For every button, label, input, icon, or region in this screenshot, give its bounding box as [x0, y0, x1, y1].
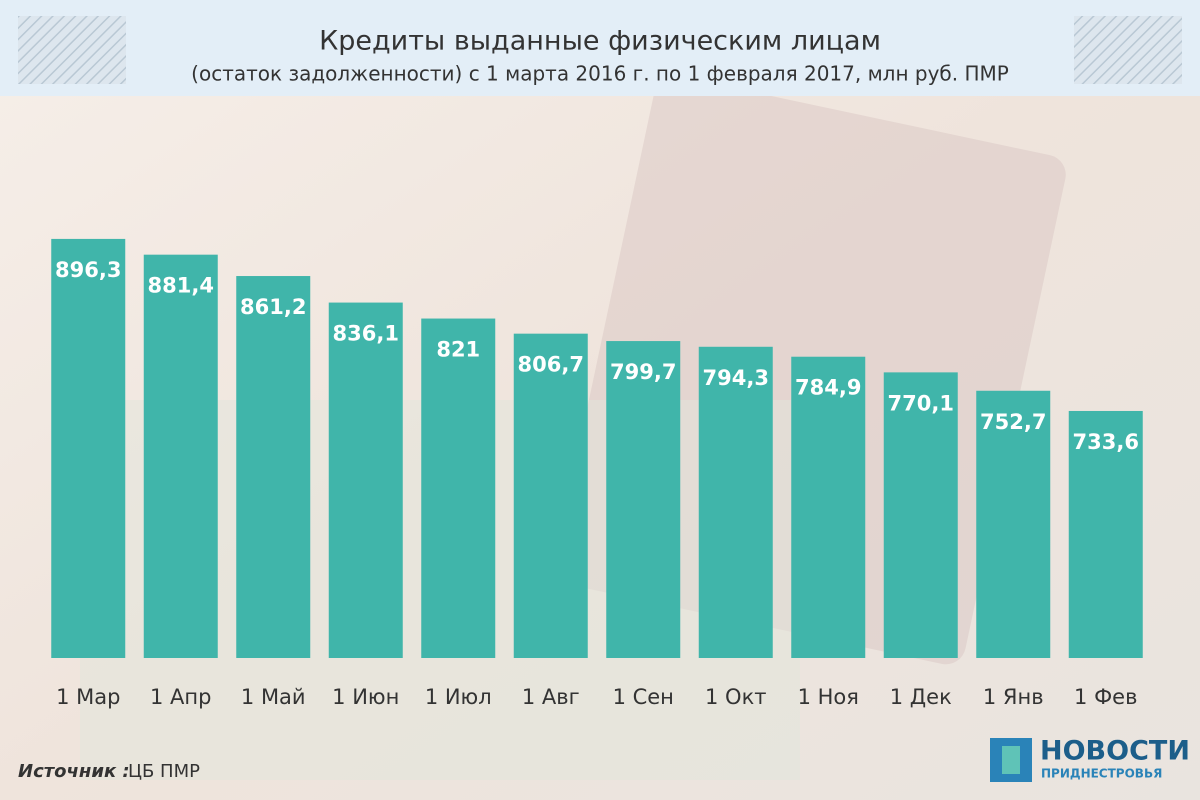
- bar: [976, 390, 1051, 658]
- x-tick-label: 1 Янв: [983, 685, 1044, 709]
- x-tick-label: 1 Ноя: [798, 685, 859, 709]
- plot: 896,3 1 Мар 881,4 1 Апр 861,2 1 Май 836,1 1 Июн…: [51, 238, 1143, 709]
- value-label: 821: [436, 338, 480, 362]
- value-label: 896,3: [55, 258, 121, 282]
- x-tick-label: 1 Мар: [56, 685, 120, 709]
- header-decoration: [18, 16, 126, 84]
- value-label: 733,6: [1073, 430, 1139, 454]
- bar: [143, 254, 218, 658]
- x-tick-label: 1 Июн: [332, 685, 399, 709]
- value-label: 784,9: [795, 376, 861, 400]
- x-tick-label: 1 Июл: [425, 685, 492, 709]
- chart-title: Кредиты выданные физическим лицам: [319, 26, 881, 57]
- value-label: 799,7: [610, 360, 676, 384]
- value-label: 794,3: [703, 366, 769, 390]
- logo-region: ПРИДНЕСТРОВЬЯ: [1041, 767, 1162, 781]
- logo-icon: [1002, 746, 1020, 774]
- bar: [791, 356, 866, 658]
- bar: [328, 302, 403, 658]
- x-tick-label: 1 Фев: [1074, 685, 1137, 709]
- bar: [883, 372, 958, 658]
- x-tick-label: 1 Апр: [150, 685, 211, 709]
- value-label: 861,2: [240, 295, 306, 319]
- value-label: 881,4: [148, 274, 214, 298]
- value-label: 806,7: [518, 353, 584, 377]
- x-tick-label: 1 Дек: [890, 685, 952, 709]
- bar: [698, 346, 773, 658]
- bar: [421, 318, 496, 658]
- bar: [513, 333, 588, 658]
- bar: [236, 276, 311, 658]
- chart-subtitle: (остаток задолженности) с 1 марта 2016 г…: [191, 62, 1009, 86]
- x-tick-label: 1 Авг: [522, 685, 580, 709]
- bar: [1068, 410, 1143, 658]
- header-decoration: [1074, 16, 1182, 84]
- value-label: 770,1: [888, 391, 954, 415]
- value-label: 836,1: [333, 322, 399, 346]
- value-label: 752,7: [980, 410, 1046, 434]
- bar: [51, 238, 126, 658]
- logo-name: НОВОСТИ: [1040, 736, 1190, 767]
- bar: [606, 341, 681, 658]
- x-tick-label: 1 Май: [241, 685, 306, 709]
- source-value: ЦБ ПМР: [128, 761, 200, 782]
- header-band: [0, 0, 1200, 96]
- x-tick-label: 1 Окт: [705, 685, 766, 709]
- source-label: Источник :: [18, 761, 130, 782]
- x-tick-label: 1 Сен: [613, 685, 674, 709]
